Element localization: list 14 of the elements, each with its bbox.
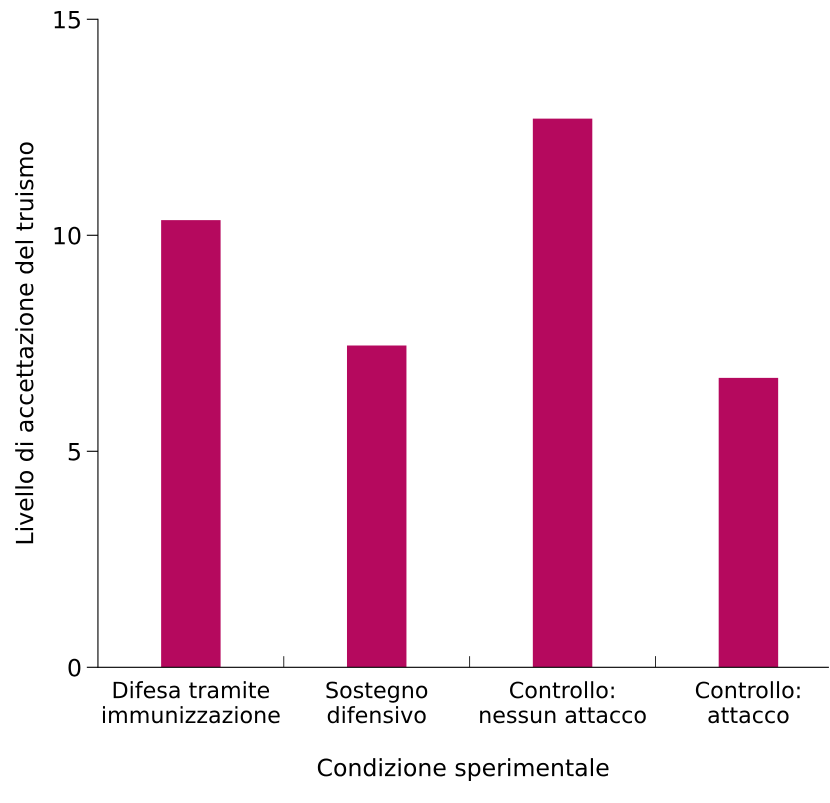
y-axis-title: Livello di accettazione del truismo [15,142,34,544]
x-tick-label: Controllo: attacco [696,681,800,724]
y-tick-label: 0 [68,658,80,677]
y-tick-label: 10 [54,226,80,245]
y-tick-label: 5 [68,443,80,461]
bar [718,378,778,668]
bar [346,345,406,668]
x-axis-title: Condizione sperimentale [318,758,608,781]
x-tick-label: Difesa tramite immunizzazione [102,681,280,724]
x-tick-label: Controllo: nessun attacco [480,681,646,724]
bar [161,220,221,668]
y-tick-label: 15 [54,11,80,29]
x-tick-label: Sostegno difensivo [326,682,428,724]
bar [532,118,592,668]
